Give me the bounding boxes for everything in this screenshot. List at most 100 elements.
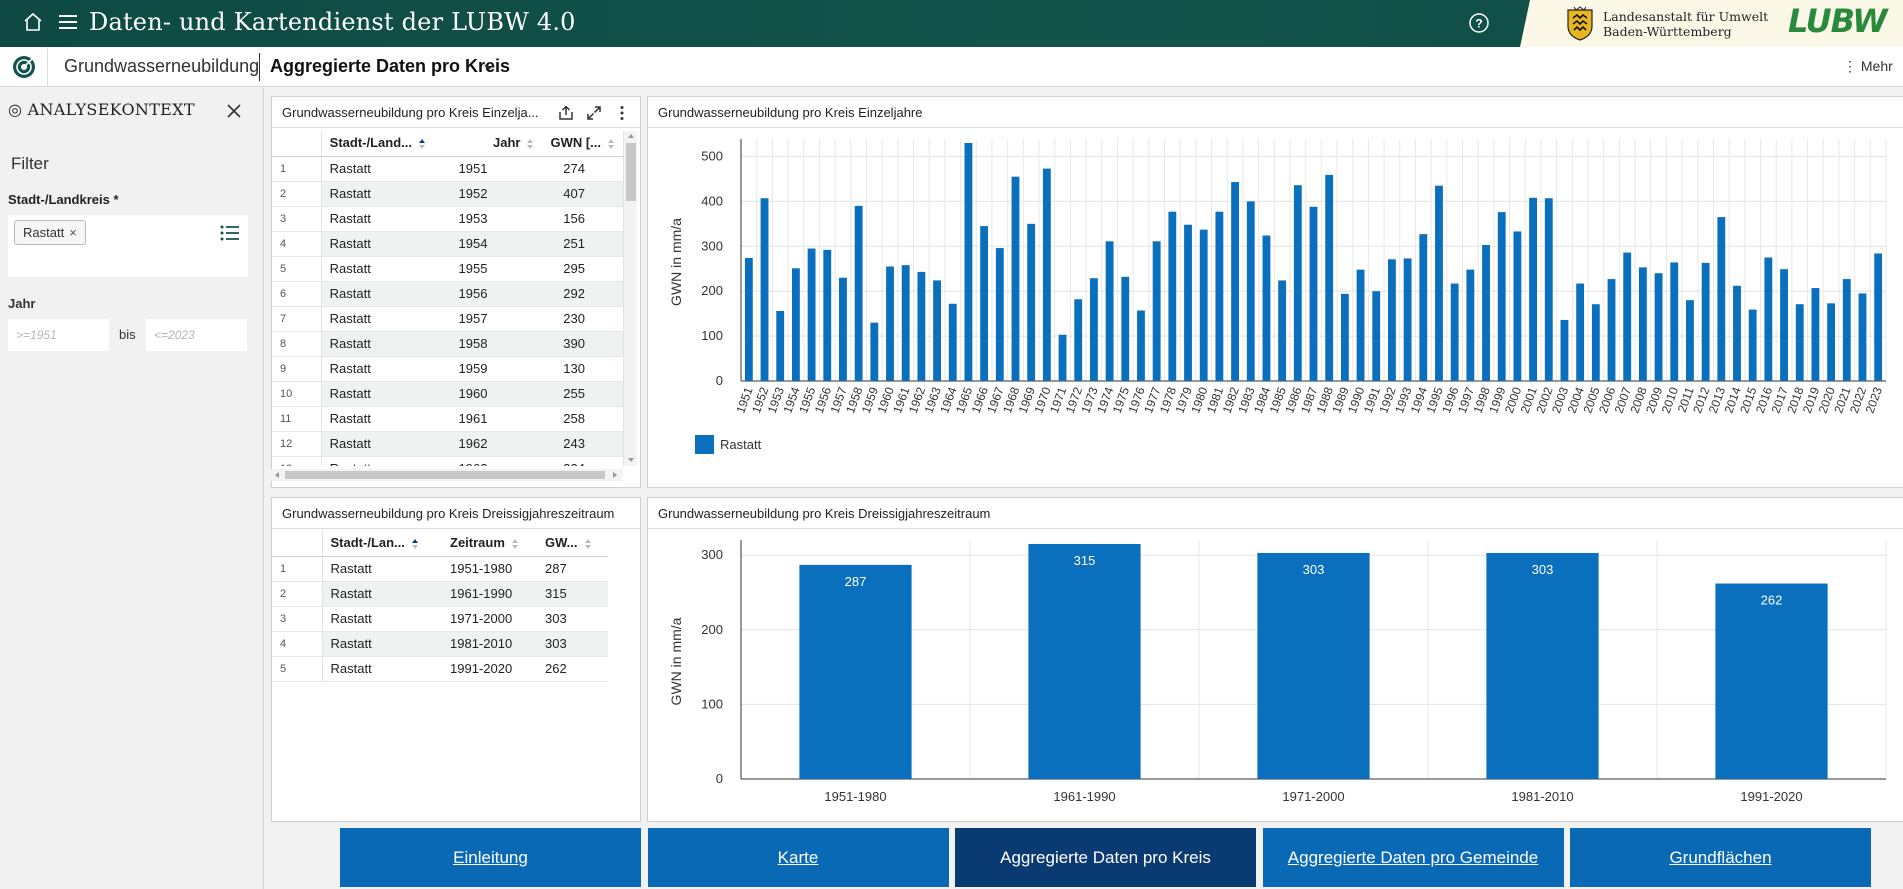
bar[interactable]	[1215, 211, 1224, 381]
bar[interactable]	[1607, 279, 1616, 381]
table-row[interactable]: 10 Rastatt 1960 255	[272, 381, 623, 407]
bar[interactable]	[1257, 552, 1370, 779]
bar[interactable]	[964, 143, 973, 381]
bar[interactable]	[1105, 241, 1114, 381]
year-from-input[interactable]	[8, 319, 109, 351]
table-row[interactable]: 5 Rastatt 1991-2020 262	[272, 656, 608, 682]
bar[interactable]	[1340, 293, 1349, 381]
help-icon[interactable]: ?	[1468, 12, 1490, 34]
bar[interactable]	[1262, 235, 1271, 381]
bar[interactable]	[1686, 300, 1694, 381]
bar[interactable]	[807, 248, 816, 381]
bar[interactable]	[995, 248, 1004, 381]
more-vertical-icon[interactable]	[613, 104, 631, 122]
table-row[interactable]: 5 Rastatt 1955 295	[272, 256, 623, 282]
home-icon[interactable]	[22, 11, 44, 33]
bar[interactable]	[854, 205, 863, 381]
table-row[interactable]: 7 Rastatt 1957 230	[272, 306, 623, 332]
table-row[interactable]: 2 Rastatt 1952 407	[272, 181, 623, 207]
target-icon[interactable]	[11, 54, 37, 80]
chevron-down-icon[interactable]	[483, 61, 495, 73]
list-icon[interactable]	[220, 225, 240, 241]
bar[interactable]	[791, 268, 800, 381]
horizontal-scrollbar[interactable]	[271, 469, 623, 481]
bar[interactable]	[1028, 544, 1141, 779]
bar[interactable]	[1246, 201, 1255, 381]
legend-swatch[interactable]	[695, 435, 714, 454]
table-row[interactable]: 4 Rastatt 1954 251	[272, 231, 623, 257]
bar[interactable]	[1231, 182, 1239, 381]
bar[interactable]	[799, 564, 912, 779]
bar[interactable]	[1670, 262, 1679, 381]
bar[interactable]	[1482, 244, 1490, 381]
nav-button-einleitung[interactable]: Einleitung	[340, 828, 641, 887]
bar[interactable]	[1576, 283, 1585, 381]
bar[interactable]	[1168, 211, 1177, 381]
bar[interactable]	[1466, 269, 1475, 381]
bar[interactable]	[1764, 257, 1773, 381]
chip-remove-icon[interactable]: ×	[69, 225, 77, 240]
bar[interactable]	[1701, 262, 1710, 381]
column-header-district[interactable]: Stadt-/Land...	[321, 130, 451, 157]
bar[interactable]	[1074, 299, 1083, 381]
bar[interactable]	[1795, 304, 1804, 381]
bar[interactable]	[1011, 176, 1020, 381]
bar[interactable]	[1309, 206, 1318, 381]
column-header-period[interactable]: Zeitraum	[442, 530, 537, 557]
scroll-up-icon[interactable]	[626, 132, 636, 140]
bar[interactable]	[901, 265, 910, 381]
bar[interactable]	[1623, 252, 1632, 381]
bar[interactable]	[980, 226, 989, 381]
bar[interactable]	[1827, 303, 1836, 381]
nav-button-grundfl-chen[interactable]: Grundflächen	[1570, 828, 1871, 887]
bar[interactable]	[1058, 334, 1067, 381]
bar[interactable]	[1121, 276, 1130, 381]
bar[interactable]	[1435, 185, 1443, 381]
bar[interactable]	[1325, 174, 1334, 381]
hamburger-menu-icon[interactable]	[58, 12, 78, 32]
sort-icon[interactable]	[526, 138, 534, 150]
bar[interactable]	[1419, 234, 1428, 381]
bar[interactable]	[1638, 267, 1647, 381]
sort-icon[interactable]	[511, 538, 519, 550]
table-row[interactable]: 8 Rastatt 1958 390	[272, 331, 623, 357]
more-button[interactable]: ⋮ Mehr	[1843, 58, 1893, 75]
district-select[interactable]: Rastatt ×	[8, 215, 248, 277]
district-chip[interactable]: Rastatt ×	[14, 220, 86, 245]
bar[interactable]	[839, 277, 847, 381]
sort-asc-icon[interactable]	[411, 538, 419, 550]
bar[interactable]	[1842, 279, 1851, 381]
bar[interactable]	[933, 280, 941, 381]
expand-icon[interactable]	[585, 104, 603, 122]
scroll-left-icon[interactable]	[273, 471, 281, 479]
breadcrumb-level-2[interactable]: Aggregierte Daten pro Kreis	[270, 56, 511, 76]
column-header-district[interactable]: Stadt-/Lan...	[322, 530, 442, 557]
bar[interactable]	[1497, 212, 1506, 381]
bar[interactable]	[1733, 285, 1741, 381]
bar[interactable]	[1748, 309, 1757, 381]
bar[interactable]	[823, 249, 832, 381]
export-icon[interactable]	[557, 104, 575, 122]
bar[interactable]	[1654, 273, 1663, 381]
bar[interactable]	[1717, 217, 1726, 381]
bar[interactable]	[1450, 283, 1459, 381]
table-row[interactable]: 6 Rastatt 1956 292	[272, 281, 623, 307]
year-to-input[interactable]	[146, 319, 247, 351]
scroll-thumb[interactable]	[626, 143, 636, 201]
scroll-down-icon[interactable]	[626, 456, 636, 464]
nav-button-karte[interactable]: Karte	[647, 828, 949, 887]
breadcrumb-level-1[interactable]: Grundwasserneubildung	[64, 56, 260, 76]
sort-icon[interactable]	[607, 138, 615, 150]
column-header-gwn[interactable]: GW...	[537, 530, 608, 557]
bar[interactable]	[917, 271, 926, 381]
nav-button-aggregierte-daten-pro-kreis[interactable]: Aggregierte Daten pro Kreis	[955, 828, 1256, 887]
bar[interactable]	[1544, 198, 1553, 381]
bar[interactable]	[1199, 229, 1208, 381]
bar[interactable]	[776, 310, 785, 381]
bar[interactable]	[1715, 583, 1828, 779]
scroll-thumb[interactable]	[285, 471, 605, 479]
bar[interactable]	[1027, 223, 1036, 381]
table-row[interactable]: 1 Rastatt 1951 274	[272, 156, 623, 182]
table-row[interactable]: 9 Rastatt 1959 130	[272, 356, 623, 382]
table-row[interactable]: 11 Rastatt 1961 258	[272, 406, 623, 432]
